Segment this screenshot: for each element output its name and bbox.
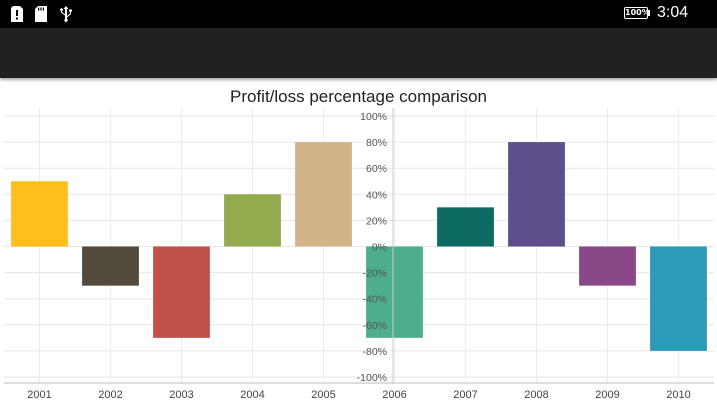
y-tick-label: -60% [362,320,387,332]
sd-card-icon [35,6,47,22]
y-tick-label: 60% [366,163,387,175]
bar[interactable] [650,246,707,351]
y-tick-label: 40% [366,189,387,201]
y-tick-label: 20% [366,215,387,227]
chart-area: Profit/loss percentage comparison -100% -… [0,80,717,403]
bar[interactable] [153,246,210,338]
status-bar: 100% 3:04 [0,0,717,28]
y-tick-label: -80% [362,346,387,358]
y-tick-label: 100% [360,111,387,123]
bar-chart: -100% -80% -60% -40% -20% 0% 20% 40% 60% 80% 100% 2… [4,108,714,401]
battery-icon: 100% [624,7,650,19]
y-tick-label: 80% [366,137,387,149]
y-tick-label: 0% [372,242,387,254]
sim-alert-icon [11,6,23,22]
x-tick-label: 2004 [240,389,264,401]
app-bar [0,28,717,78]
battery-label: 100% [625,8,650,17]
bar[interactable] [82,246,139,286]
y-tick-label: -40% [362,294,387,306]
bar[interactable] [11,181,68,247]
x-tick-label: 2009 [595,389,619,401]
chart-title: Profit/loss percentage comparison [229,87,488,106]
bars-layer [11,142,707,351]
y-tick-label: -100% [357,372,387,384]
usb-icon [60,6,72,22]
x-tick-label: 2002 [98,389,122,401]
x-tick-label: 2001 [27,389,51,401]
bar[interactable] [437,207,494,247]
x-tick-label: 2005 [311,389,335,401]
bar[interactable] [508,142,565,247]
status-clock: 3:04 [657,4,689,21]
bar[interactable] [295,142,352,247]
x-tick-label: 2006 [382,389,406,401]
bar[interactable] [224,194,281,247]
x-tick-label: 2010 [666,389,690,401]
axis-layer: -100% -80% -60% -40% -20% 0% 20% 40% 60% 80% 100% 2… [4,108,714,401]
x-tick-label: 2008 [524,389,548,401]
bar[interactable] [366,246,423,338]
x-tick-label: 2003 [169,389,193,401]
bar[interactable] [579,246,636,286]
battery-tip [648,10,650,16]
y-tick-label: -20% [362,268,387,280]
grid-layer [4,108,714,383]
x-tick-label: 2007 [453,389,477,401]
